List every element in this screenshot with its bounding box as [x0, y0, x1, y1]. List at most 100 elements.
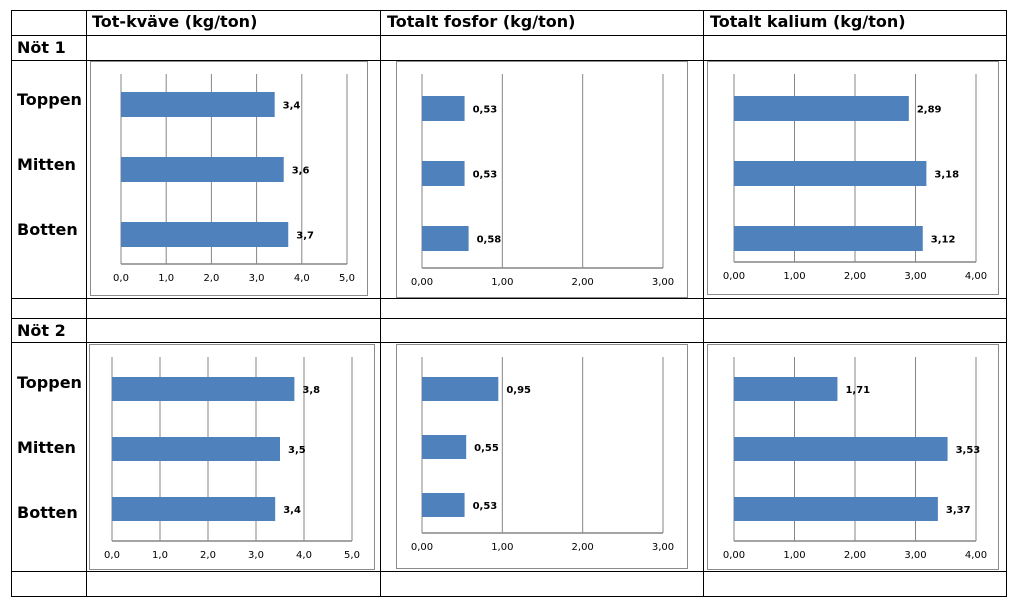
table-col-divider: [703, 10, 704, 597]
data-label: 0,53: [473, 105, 498, 116]
x-tick-label: 0,0: [113, 273, 129, 284]
table-row-divider: [11, 342, 1007, 343]
x-tick-label: 1,00: [491, 277, 513, 288]
data-label: 3,4: [283, 505, 301, 516]
x-tick-label: 1,00: [491, 542, 513, 553]
column-header-kvave: Tot-kväve (kg/ton): [92, 12, 258, 31]
x-tick-label: 4,0: [296, 550, 312, 561]
bar-toppen: [734, 377, 838, 401]
x-tick-label: 0,0: [104, 550, 120, 561]
x-tick-label: 2,00: [844, 550, 866, 561]
chart-not1-fosfor: 0,00 1,00 2,00 3,00 0,53 0,53 0,58: [396, 61, 688, 298]
bar-toppen: [422, 96, 465, 121]
bar-botten: [422, 226, 469, 251]
chart-svg: 0,0 1,0 2,0 3,0 4,0 5,0 3,8 3,5 3,4: [104, 357, 360, 561]
table-row-divider: [11, 60, 1007, 61]
bar-botten: [734, 497, 938, 521]
chart-svg: 0,00 1,00 2,00 3,00 0,53 0,53 0,58: [411, 74, 674, 288]
bar-toppen: [121, 92, 275, 117]
row-label-toppen: Toppen: [17, 373, 82, 392]
x-tick-label: 0,00: [723, 550, 745, 561]
data-label: 3,18: [934, 170, 959, 181]
section-label-not2: Nöt 2: [17, 321, 66, 340]
bar-mitten: [734, 437, 948, 461]
data-label: 0,58: [477, 235, 502, 246]
table-row-divider: [11, 298, 1007, 299]
bar-toppen: [734, 96, 909, 121]
chart-not2-kvave: 0,0 1,0 2,0 3,0 4,0 5,0 3,8 3,5 3,4: [89, 344, 375, 570]
bar-botten: [734, 226, 923, 251]
table-col-divider: [86, 10, 87, 597]
chart-not1-kvave: 0,0 1,0 2,0 3,0 4,0 5,0 3,4 3,6 3,7: [90, 61, 368, 296]
table-row-divider: [11, 318, 1007, 319]
row-label-mitten: Mitten: [17, 438, 76, 457]
data-label: 3,6: [292, 166, 310, 177]
row-label-mitten: Mitten: [17, 155, 76, 174]
data-label: 0,55: [474, 443, 499, 454]
x-tick-label: 0,00: [411, 277, 433, 288]
table-border-left: [11, 10, 12, 597]
data-label: 3,4: [283, 101, 301, 112]
row-label-botten: Botten: [17, 503, 78, 522]
chart-svg: 0,00 1,00 2,00 3,00 0,95 0,55 0,53: [411, 357, 674, 553]
x-tick-label: 3,00: [904, 271, 926, 282]
x-tick-label: 4,00: [965, 271, 987, 282]
data-label: 0,95: [506, 385, 531, 396]
table-row-divider: [11, 35, 1007, 36]
x-tick-label: 5,0: [344, 550, 360, 561]
chart-svg: 0,00 1,00 2,00 3,00 4,00 1,71 3,53 3,37: [723, 357, 987, 561]
bar-mitten: [121, 157, 284, 182]
x-tick-label: 4,0: [294, 273, 310, 284]
data-label: 3,37: [946, 505, 971, 516]
x-tick-label: 1,0: [152, 550, 168, 561]
bar-mitten: [422, 435, 467, 459]
table-row-divider: [11, 571, 1007, 572]
row-label-botten: Botten: [17, 220, 78, 239]
bar-botten: [112, 497, 276, 521]
bar-toppen: [422, 377, 499, 401]
x-tick-label: 3,00: [652, 542, 674, 553]
x-tick-label: 0,00: [411, 542, 433, 553]
data-label: 3,5: [288, 445, 306, 456]
x-tick-label: 1,00: [783, 271, 805, 282]
data-label: 0,53: [473, 170, 498, 181]
x-tick-label: 3,0: [249, 273, 265, 284]
x-tick-label: 2,00: [844, 271, 866, 282]
section-label-not1: Nöt 1: [17, 38, 66, 57]
chart-not2-fosfor: 0,00 1,00 2,00 3,00 0,95 0,55 0,53: [396, 344, 688, 569]
chart-svg: 0,0 1,0 2,0 3,0 4,0 5,0 3,4 3,6 3,7: [113, 74, 355, 284]
x-tick-label: 0,00: [723, 271, 745, 282]
table-border-top: [11, 10, 1007, 11]
column-header-fosfor: Totalt fosfor (kg/ton): [387, 12, 576, 31]
bar-botten: [121, 222, 289, 247]
x-tick-label: 2,00: [572, 542, 594, 553]
data-label: 2,89: [917, 105, 942, 116]
x-tick-label: 2,0: [200, 550, 216, 561]
data-label: 3,12: [931, 235, 956, 246]
chart-not2-kalium: 0,00 1,00 2,00 3,00 4,00 1,71 3,53 3,37: [707, 344, 999, 570]
column-header-kalium: Totalt kalium (kg/ton): [710, 12, 906, 31]
x-tick-label: 1,0: [158, 273, 174, 284]
data-label: 3,7: [296, 231, 314, 242]
data-label: 3,53: [956, 445, 981, 456]
data-label: 0,53: [473, 501, 498, 512]
bar-mitten: [112, 437, 280, 461]
data-label: 1,71: [845, 385, 870, 396]
table-col-divider: [380, 10, 381, 597]
x-tick-label: 3,0: [248, 550, 264, 561]
x-tick-label: 4,00: [965, 550, 987, 561]
x-tick-label: 3,00: [652, 277, 674, 288]
x-tick-label: 1,00: [783, 550, 805, 561]
x-tick-label: 2,0: [203, 273, 219, 284]
table-border-right: [1006, 10, 1007, 597]
bar-mitten: [734, 161, 927, 186]
chart-svg: 0,00 1,00 2,00 3,00 4,00 2,89 3,18 3,12: [723, 74, 987, 282]
x-tick-label: 3,00: [904, 550, 926, 561]
table-border-bottom: [11, 596, 1007, 597]
chart-not1-kalium: 0,00 1,00 2,00 3,00 4,00 2,89 3,18 3,12: [707, 61, 999, 295]
data-label: 3,8: [302, 385, 320, 396]
x-tick-label: 2,00: [572, 277, 594, 288]
row-label-toppen: Toppen: [17, 90, 82, 109]
x-tick-label: 5,0: [339, 273, 355, 284]
bar-botten: [422, 493, 465, 517]
